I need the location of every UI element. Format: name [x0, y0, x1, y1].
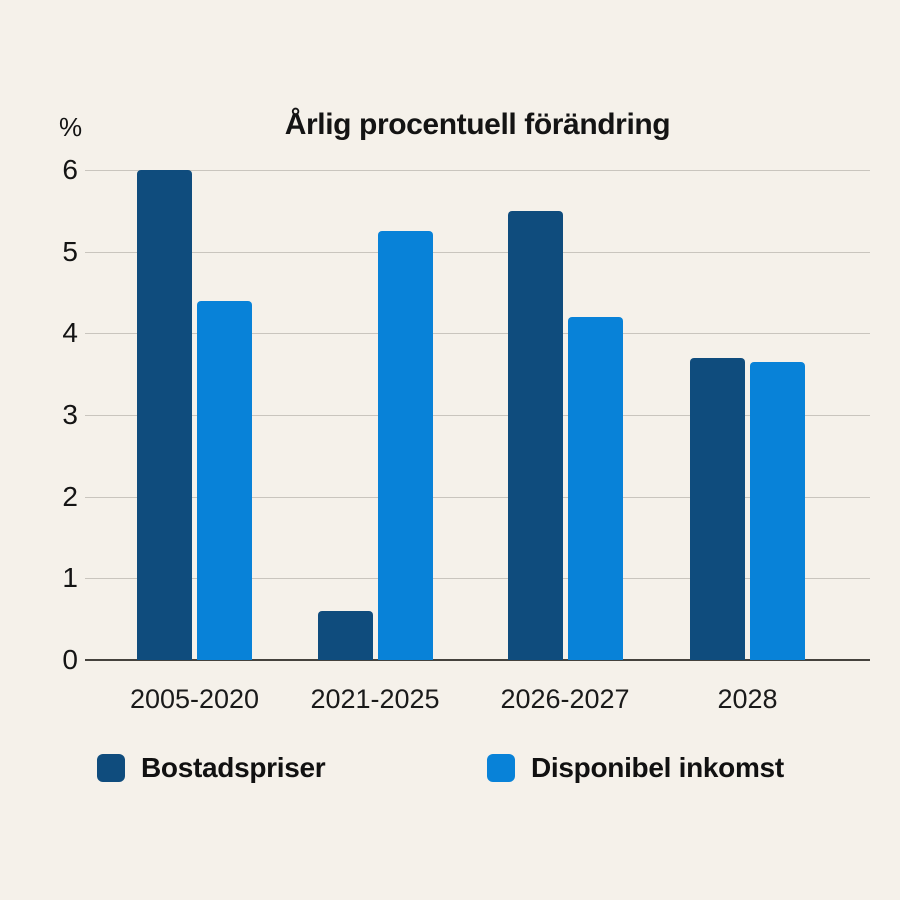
gridline-3	[85, 415, 870, 416]
chart-title: Årlig procentuell förändring	[284, 108, 671, 141]
y-tick-label-2: 2	[62, 480, 78, 512]
bar-disponibel-inkomst-2005-2020	[197, 300, 252, 660]
legend-item-bostadspriser: Bostadspriser	[97, 752, 326, 784]
gridline-1	[85, 578, 870, 580]
bar-disponibel-inkomst-2021-2025	[377, 231, 433, 660]
x-category-label-2005-2020: 2005-2020	[129, 684, 260, 714]
bar-disponibel-inkomst-2026-2027	[567, 317, 623, 660]
legend-swatch-disponibel-inkomst	[487, 754, 515, 782]
gridline-6	[85, 170, 870, 171]
y-tick-label-6: 6	[62, 154, 78, 185]
bar-bostadspriser-2005-2020	[137, 170, 192, 660]
gridline-5	[85, 251, 870, 253]
legend-swatch-bostadspriser	[97, 754, 125, 782]
y-tick-label-0: 0	[62, 644, 78, 675]
y-tick-label-3: 3	[62, 399, 78, 430]
legend-label-disponibel-inkomst: Disponibel inkomst	[531, 752, 784, 783]
bar-disponibel-inkomst-2028	[750, 361, 805, 660]
gridline-2	[85, 496, 870, 498]
y-axis-unit-label: %	[59, 112, 83, 142]
bar-bostadspriser-2026-2027	[507, 210, 563, 660]
x-axis-baseline	[85, 659, 870, 661]
y-tick-label-4: 4	[62, 317, 78, 349]
x-category-label-2021-2025: 2021-2025	[310, 684, 440, 714]
x-category-label-2026-2027: 2026-2027	[500, 684, 630, 714]
legend-label-bostadspriser: Bostadspriser	[141, 752, 326, 783]
y-tick-label-5: 5	[62, 235, 78, 267]
x-category-label-2028: 2028	[717, 684, 778, 714]
bar-bostadspriser-2021-2025	[317, 611, 373, 660]
gridline-4	[85, 333, 870, 335]
y-tick-label-1: 1	[62, 562, 78, 594]
bar-bostadspriser-2028	[690, 357, 745, 660]
legend-item-disponibel-inkomst: Disponibel inkomst	[487, 752, 784, 784]
